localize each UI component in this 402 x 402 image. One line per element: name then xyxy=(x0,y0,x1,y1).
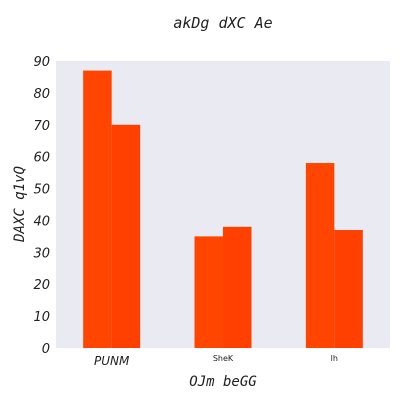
y-ticks: 0 10 20 30 40 50 60 70 80 90 xyxy=(33,55,50,357)
bar-lh-1 xyxy=(305,163,335,348)
bar-PUNM-2 xyxy=(111,124,141,349)
x-tick-label: lh xyxy=(331,354,338,363)
chart-title: akDg dXC Ae xyxy=(173,14,272,32)
bar-SheK-2 xyxy=(223,226,252,348)
bar-lh-2 xyxy=(334,230,363,348)
bar-SheK-1 xyxy=(194,236,223,348)
y-tick-label: 10 xyxy=(33,310,50,325)
y-tick-label: 50 xyxy=(33,183,50,198)
y-tick-label: 60 xyxy=(33,151,50,166)
y-tick-label: 80 xyxy=(33,87,50,102)
x-tick-label: SheK xyxy=(213,354,234,363)
y-tick-label: 30 xyxy=(33,246,50,261)
x-axis-label: OJm beGG xyxy=(189,374,257,390)
bar-PUNM-1 xyxy=(83,70,112,349)
y-tick-label: 70 xyxy=(33,119,50,134)
x-tick-label: PUNM xyxy=(94,354,130,368)
x-ticks: PUNM SheK lh xyxy=(94,354,338,368)
y-tick-label: 20 xyxy=(33,278,50,293)
y-tick-label: 0 xyxy=(42,342,50,357)
y-tick-label: 40 xyxy=(33,214,50,229)
bars xyxy=(83,70,363,349)
y-tick-label: 90 xyxy=(33,55,50,70)
y-axis-label: DAXC q1vQ xyxy=(12,166,28,243)
